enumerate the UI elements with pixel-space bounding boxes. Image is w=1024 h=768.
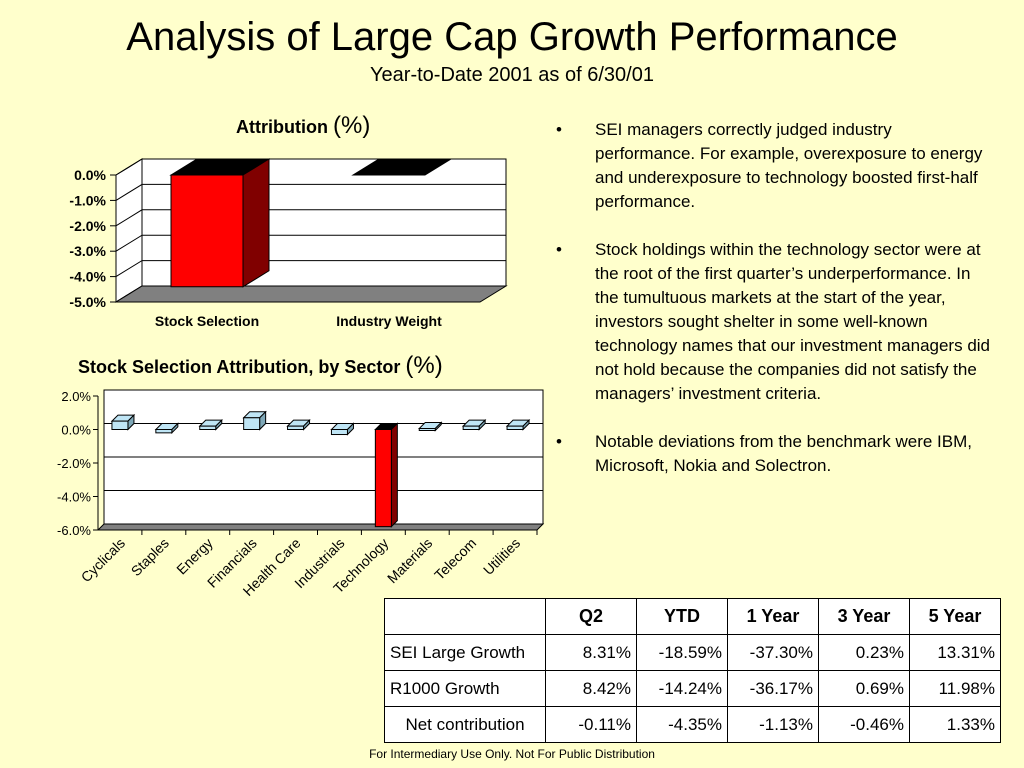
x-tick-label: Materials: [384, 535, 435, 586]
gridline: [115, 260, 506, 278]
bar-top-face: [351, 158, 453, 176]
bullet-marker: •: [556, 240, 562, 259]
page-title: Analysis of Large Cap Growth Performance: [126, 15, 898, 59]
table-cell: 0.23%: [818, 634, 910, 671]
row-label: SEI Large Growth: [384, 634, 546, 671]
y-tick-label: -2.0%: [57, 456, 91, 471]
table-row: R1000 Growth 8.42% -14.24% -36.17% 0.69%…: [384, 670, 1001, 707]
x-tick-label: Staples: [128, 535, 172, 579]
attribution-chart-title-unit: (%): [332, 112, 371, 139]
table-row: Net contribution -0.11% -4.35% -1.13% -0…: [384, 706, 1001, 743]
attribution-chart-title-text: Attribution: [236, 117, 328, 137]
gridline: [115, 209, 506, 227]
bar-side-face: [390, 422, 398, 528]
x-tick-label: Energy: [173, 535, 216, 578]
bar: [506, 425, 524, 430]
table-cell: -14.24%: [636, 670, 728, 707]
commentary-text: Stock holdings within the technology sec…: [595, 240, 991, 403]
commentary-list: • SEI managers correctly judged industry …: [556, 118, 996, 502]
sector-chart-title: Stock Selection Attribution, by Sector (…: [78, 352, 443, 380]
table-cell: 8.42%: [545, 670, 637, 707]
table-cell: 13.31%: [909, 634, 1001, 671]
bar: [374, 429, 392, 528]
table-cell: 1.33%: [909, 706, 1001, 743]
y-tick-label: -1.0%: [69, 192, 106, 208]
bar: [287, 425, 305, 430]
table-cell: 11.98%: [909, 670, 1001, 707]
table-cell: 0.69%: [818, 670, 910, 707]
table-cell: -0.46%: [818, 706, 910, 743]
chart-floor: [114, 285, 508, 303]
sector-chart-title-unit: (%): [405, 352, 443, 379]
y-tick-label: -6.0%: [57, 523, 91, 538]
table-header-cell: Q2: [545, 598, 637, 635]
x-tick-label: Utilities: [480, 535, 523, 578]
gridline: [115, 234, 506, 252]
table-header-cell: 5 Year: [909, 598, 1001, 635]
performance-table: Q2 YTD 1 Year 3 Year 5 Year SEI Large Gr…: [384, 598, 1001, 743]
bar: [330, 429, 348, 436]
commentary-item: • Notable deviations from the benchmark w…: [556, 430, 996, 478]
gridline: [115, 183, 506, 201]
bar: [243, 417, 261, 430]
table-header-cell: 3 Year: [818, 598, 910, 635]
y-tick-label: -4.0%: [69, 269, 106, 285]
table-cell: -37.30%: [727, 634, 819, 671]
table-header-cell: YTD: [636, 598, 728, 635]
sector-chart-title-text: Stock Selection Attribution, by Sector: [78, 357, 401, 377]
bullet-marker: •: [556, 432, 562, 451]
commentary-item: • SEI managers correctly judged industry …: [556, 118, 996, 214]
table-header-row: Q2 YTD 1 Year 3 Year 5 Year: [384, 598, 1001, 635]
commentary-item: • Stock holdings within the technology se…: [556, 238, 996, 406]
table-row: SEI Large Growth 8.31% -18.59% -37.30% 0…: [384, 634, 1001, 671]
y-tick-label: 0.0%: [61, 423, 91, 438]
bar: [155, 429, 173, 434]
bar: [418, 428, 436, 431]
table-cell: 8.31%: [545, 634, 637, 671]
bar: [170, 174, 244, 288]
row-label: Net contribution: [384, 706, 546, 743]
x-tick-label: Stock Selection: [155, 313, 259, 329]
x-tick-label: Industry Weight: [336, 313, 442, 329]
y-tick-label: -2.0%: [69, 218, 106, 234]
bar: [111, 420, 129, 430]
y-tick-label: 0.0%: [74, 167, 106, 183]
bar: [462, 425, 480, 430]
row-label: R1000 Growth: [384, 670, 546, 707]
table-cell: -0.11%: [545, 706, 637, 743]
table-header-blank: [384, 598, 546, 635]
y-tick-label: -4.0%: [57, 490, 91, 505]
table-header-cell: 1 Year: [727, 598, 819, 635]
y-tick-label: -5.0%: [69, 294, 106, 310]
commentary-text: SEI managers correctly judged industry p…: [595, 120, 983, 211]
table-cell: -1.13%: [727, 706, 819, 743]
x-tick-label: Telecom: [431, 535, 479, 583]
bullet-marker: •: [556, 120, 562, 139]
table-cell: -18.59%: [636, 634, 728, 671]
bar: [199, 425, 217, 430]
chart-floor: [96, 523, 545, 531]
x-tick-label: Cyclicals: [78, 535, 128, 585]
y-tick-label: 2.0%: [61, 389, 91, 404]
y-tick-label: -3.0%: [69, 243, 106, 259]
commentary-text: Notable deviations from the benchmark we…: [595, 432, 973, 475]
footer-disclaimer: For Intermediary Use Only. Not For Publi…: [369, 747, 655, 761]
table-cell: -36.17%: [727, 670, 819, 707]
page-subtitle: Year-to-Date 2001 as of 6/30/01: [370, 64, 654, 86]
table-cell: -4.35%: [636, 706, 728, 743]
attribution-chart-title: Attribution (%): [236, 112, 370, 140]
